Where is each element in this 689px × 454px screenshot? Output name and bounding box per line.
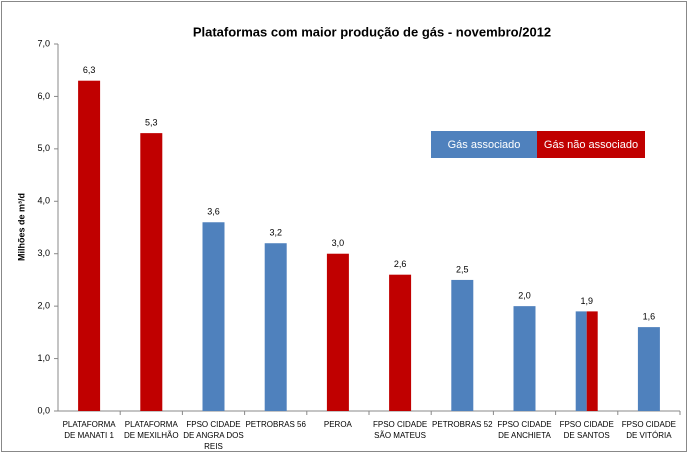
x-tick-label: FPSO CIDADE DE ANCHIETA: [497, 420, 552, 440]
x-tick-label: FPSO CIDADE DE VITÓRIA: [621, 420, 676, 440]
x-tick-label: PETROBRAS 52: [432, 420, 493, 429]
x-tick-label: PLATAFORMA DE MANATI 1: [62, 420, 116, 440]
x-tick-label-box: FPSO CIDADE DE SANTOS: [559, 420, 614, 440]
value-label: 3,0: [332, 238, 345, 248]
bar: [575, 311, 587, 411]
legend-swatch: [431, 131, 537, 158]
bar: [140, 133, 163, 411]
value-label: 6,3: [83, 65, 96, 75]
y-tick-label: 6,0: [37, 91, 50, 101]
x-tick-label-box: FPSO CIDADE SÃO MATEUS: [372, 420, 428, 440]
x-tick-label-box: FPSO CIDADE DE ANCHIETA: [497, 420, 552, 440]
x-tick-label-box: PLATAFORMA DE MANATI 1: [62, 420, 116, 440]
y-tick-label: 5,0: [37, 143, 50, 153]
legend-label: Gás não associado: [544, 139, 638, 151]
bar: [202, 222, 225, 411]
bar: [513, 306, 536, 411]
y-axis-label: Milhões de m³/d: [16, 193, 26, 261]
x-tick-label-box: PETROBRAS 56: [245, 420, 306, 429]
value-label: 2,5: [456, 264, 469, 274]
x-tick-label-box: PETROBRAS 52: [432, 420, 493, 429]
y-tick-label: 7,0: [37, 38, 50, 48]
value-label: 3,6: [207, 207, 220, 217]
x-tick-label: FPSO CIDADE DE SANTOS: [559, 420, 614, 440]
x-tick-label-box: FPSO CIDADE DE ANGRA DOS REIS: [183, 420, 244, 451]
value-label: 2,6: [394, 259, 407, 269]
y-tick-label: 4,0: [37, 196, 50, 206]
value-label: 1,6: [643, 311, 656, 321]
bar: [326, 253, 349, 411]
y-tick-label: 1,0: [37, 353, 50, 363]
y-tick-label: 3,0: [37, 248, 50, 258]
bar: [451, 279, 474, 411]
value-label: 2,0: [518, 291, 531, 301]
x-tick-label: FPSO CIDADE SÃO MATEUS: [372, 420, 428, 440]
x-tick-label: PLATAFORMA DE MEXILHÃO: [123, 420, 179, 440]
bar: [637, 327, 660, 411]
chart-title: Plataformas com maior produção de gás - …: [193, 24, 551, 39]
value-label: 3,2: [269, 228, 282, 238]
bar: [264, 243, 287, 411]
bar: [389, 274, 412, 411]
value-label: 1,9: [580, 296, 593, 306]
y-tick-label: 0,0: [37, 405, 50, 415]
bar: [78, 80, 101, 411]
bar: [586, 311, 598, 411]
legend-swatch: [537, 131, 645, 158]
x-tick-label: FPSO CIDADE DE ANGRA DOS REIS: [183, 420, 244, 451]
x-tick-label-box: FPSO CIDADE DE VITÓRIA: [621, 420, 676, 440]
x-tick-label-box: PLATAFORMA DE MEXILHÃO: [123, 420, 179, 440]
legend-label: Gás associado: [448, 139, 521, 151]
x-tick-label: PEROA: [323, 420, 352, 429]
y-tick-label: 2,0: [37, 301, 50, 311]
value-label: 5,3: [145, 118, 158, 128]
x-tick-label-box: PEROA: [323, 420, 352, 429]
x-tick-label: PETROBRAS 56: [245, 420, 306, 429]
